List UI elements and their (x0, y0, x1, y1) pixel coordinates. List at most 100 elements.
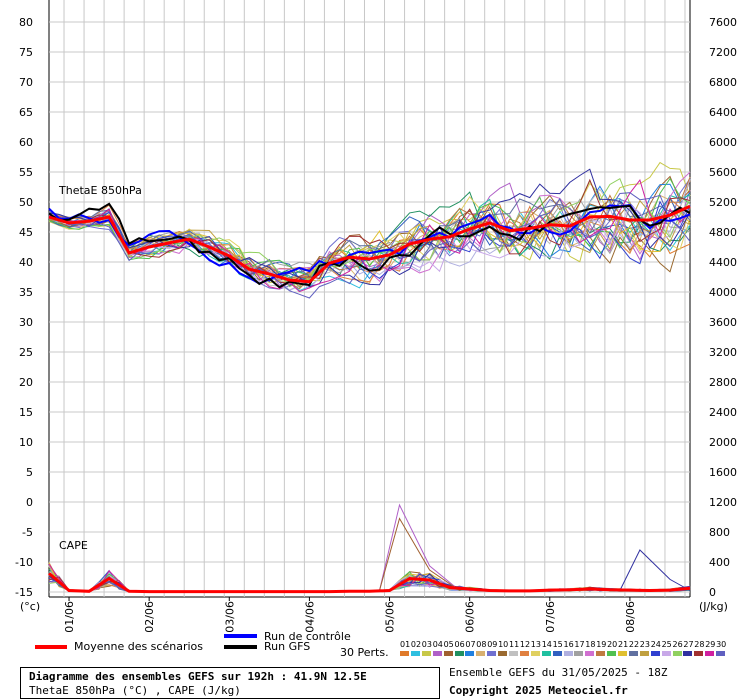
member-label-27: 27 (683, 640, 694, 649)
chart-title-box: Diagramme des ensembles GEFS sur 192h : … (20, 667, 440, 699)
chart-series (48, 202, 691, 594)
member-swatch-30 (716, 651, 726, 656)
right-axis-unit: (J/kg) (699, 600, 728, 613)
member-label-12: 12 (519, 640, 531, 649)
left-tick-label: 40 (19, 256, 33, 269)
member-swatch-29 (705, 651, 715, 656)
left-tick-label: 20 (19, 376, 33, 389)
thetae-member-30 (48, 192, 691, 299)
right-tick-label: 3200 (709, 346, 737, 359)
copyright: Copyright 2025 Meteociel.fr (449, 684, 628, 697)
cape-mean-line (48, 572, 691, 594)
cape-member-lines (48, 503, 691, 593)
member-swatch-09 (487, 651, 497, 656)
member-label-03: 03 (421, 640, 432, 649)
right-tick-label: 2400 (709, 406, 737, 419)
right-tick-label: 2000 (709, 436, 737, 449)
cape-peak-member-04 (379, 503, 460, 591)
left-tick-label: 70 (19, 76, 33, 89)
member-swatch-22 (628, 651, 638, 656)
member-swatch-04 (432, 651, 442, 656)
member-swatch-11 (509, 651, 518, 656)
member-swatch-08 (476, 651, 486, 656)
left-tick-label: 60 (19, 136, 33, 149)
right-tick-label: 1600 (709, 466, 737, 479)
x-tick-label: 02/06 (143, 601, 156, 633)
right-axis-ticks: 7600720068006400600056005200480044004000… (709, 16, 737, 599)
member-swatch-20 (607, 651, 617, 656)
left-tick-label: 55 (19, 166, 33, 179)
thetae-member-20 (48, 177, 691, 276)
right-tick-label: 4800 (709, 226, 737, 239)
left-tick-label: 5 (26, 466, 33, 479)
member-label-06: 06 (454, 640, 465, 649)
member-swatch-07 (465, 651, 475, 656)
member-swatch-24 (650, 651, 660, 656)
member-label-14: 14 (541, 640, 552, 649)
thetae-member-21 (48, 210, 691, 282)
thetae-mean-line (48, 204, 691, 284)
member-swatch-03 (421, 651, 431, 656)
thetae-member-lines (48, 161, 691, 299)
member-label-30: 30 (716, 640, 727, 649)
member-label-04: 04 (432, 640, 443, 649)
right-tick-label: 400 (709, 556, 730, 569)
member-swatch-15 (552, 651, 562, 656)
member-swatch-10 (498, 651, 508, 656)
x-tick-label: 06/06 (464, 601, 477, 633)
member-label-29: 29 (705, 640, 716, 649)
x-axis-ticks: 01/06 02/06 03/06 04/06 05/06 06/06 07/06 08/06 (63, 597, 637, 633)
member-swatch-13 (530, 651, 540, 656)
member-label-20: 20 (607, 640, 618, 649)
member-swatch-21 (618, 651, 627, 656)
member-label-09: 09 (487, 640, 498, 649)
legend-control-label: Run de contrôle (264, 630, 351, 643)
member-label-19: 19 (596, 640, 607, 649)
right-tick-label: 0 (709, 586, 716, 599)
left-tick-label: 30 (19, 316, 33, 329)
left-tick-label: -5 (22, 526, 33, 539)
member-label-24: 24 (650, 640, 661, 649)
left-tick-label: 65 (19, 106, 33, 119)
thetae-member-22 (48, 198, 691, 277)
legend-perts-label: 30 Perts. (340, 646, 389, 659)
right-tick-label: 1200 (709, 496, 737, 509)
member-label-11: 11 (509, 640, 520, 649)
member-label-23: 23 (639, 640, 650, 649)
member-swatch-05 (443, 651, 453, 656)
member-label-18: 18 (585, 640, 596, 649)
member-label-07: 07 (465, 640, 476, 649)
run-info: Ensemble GEFS du 31/05/2025 - 18Z (449, 666, 668, 679)
right-tick-label: 6400 (709, 106, 737, 119)
right-tick-label: 3600 (709, 316, 737, 329)
right-tick-label: 800 (709, 526, 730, 539)
legend-control-swatch (224, 634, 257, 638)
left-tick-label: 15 (19, 406, 33, 419)
x-tick-label: 05/06 (384, 601, 397, 633)
member-label-17: 17 (574, 640, 585, 649)
chart-grid (48, 0, 691, 598)
legend-gfs-label: Run GFS (264, 640, 311, 653)
left-tick-label: -15 (15, 586, 33, 599)
member-swatch-02 (410, 651, 420, 656)
member-swatch-27 (683, 651, 693, 656)
x-tick-label: 03/06 (223, 601, 236, 633)
member-label-13: 13 (530, 640, 541, 649)
x-tick-label: 07/06 (544, 601, 557, 633)
right-tick-label: 6000 (709, 136, 737, 149)
member-swatch-17 (574, 651, 584, 656)
cape-panel-label: CAPE (59, 539, 88, 552)
right-tick-label: 5200 (709, 196, 737, 209)
member-swatch-26 (672, 651, 682, 656)
member-swatch-06 (454, 651, 464, 656)
thetae-member-02 (48, 197, 691, 292)
gfs-run-line (48, 202, 691, 289)
left-tick-label: 80 (19, 16, 33, 29)
right-tick-label: 5600 (709, 166, 737, 179)
legend-mean-swatch (35, 645, 67, 649)
left-axis-unit: (°c) (20, 600, 40, 613)
member-swatch-14 (541, 651, 551, 656)
right-tick-label: 6800 (709, 76, 737, 89)
x-tick-label: 01/06 (63, 601, 76, 633)
